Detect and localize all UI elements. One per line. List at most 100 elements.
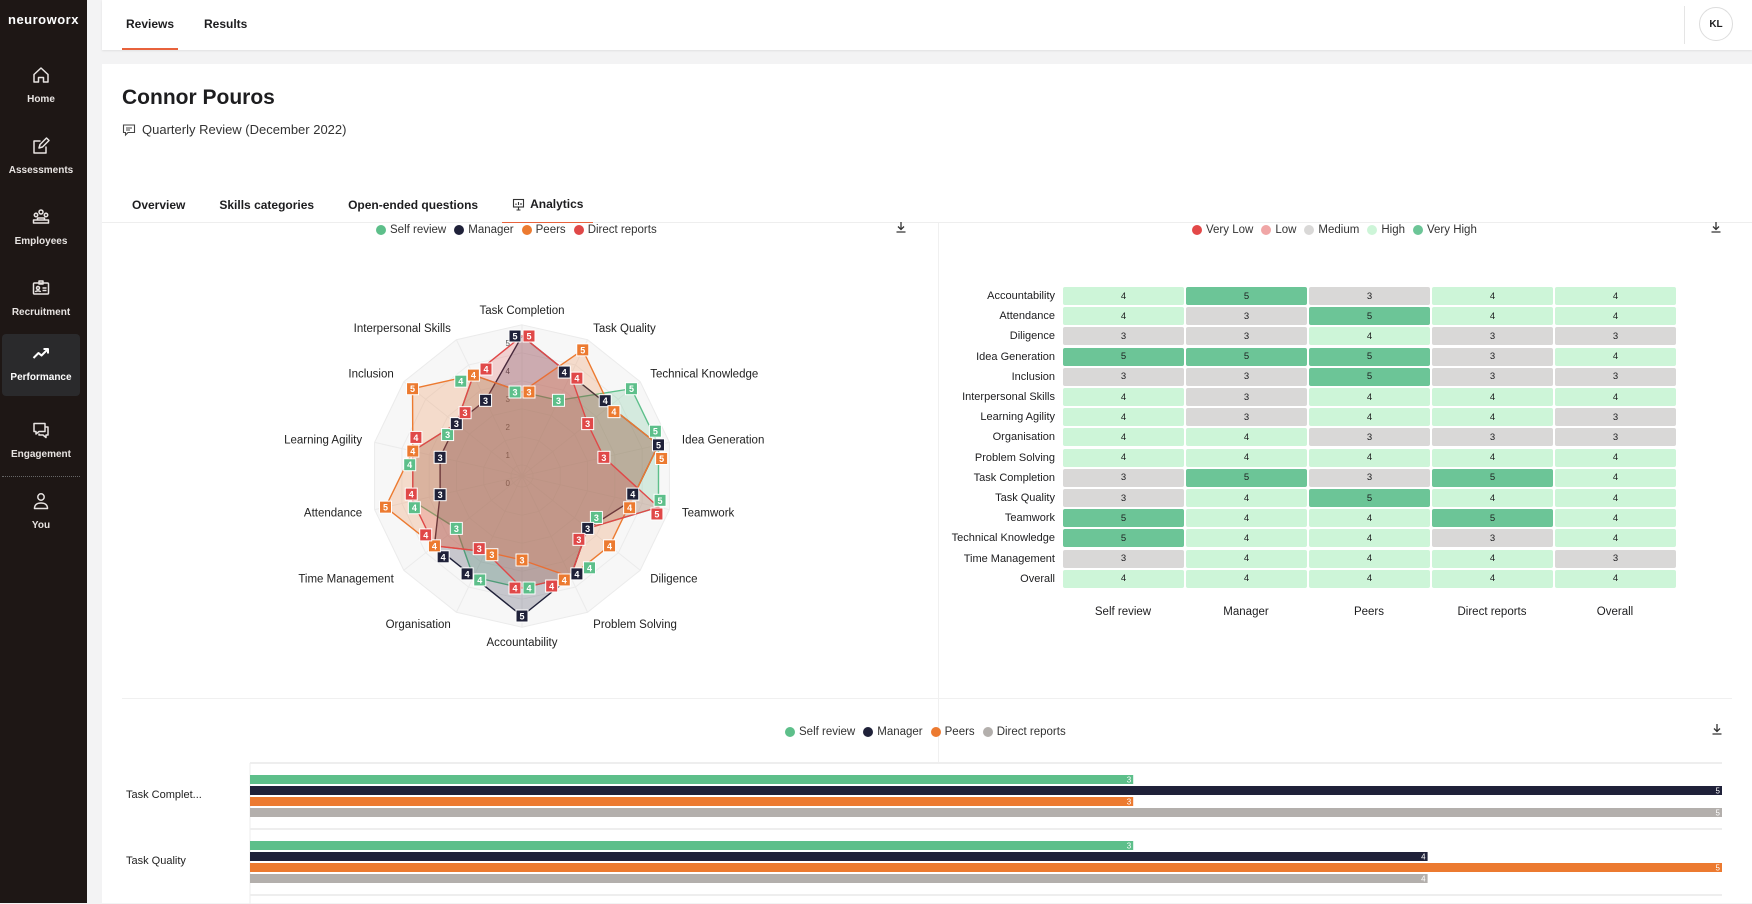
download-icon[interactable] — [894, 220, 908, 234]
tab-results[interactable]: Results — [204, 17, 248, 31]
heatmap-cell[interactable]: 4 — [1063, 287, 1184, 305]
radar-point[interactable]: 4 — [603, 539, 617, 553]
radar-point[interactable]: 4 — [406, 444, 420, 458]
bar[interactable] — [250, 841, 1134, 850]
radar-point[interactable]: 4 — [404, 487, 418, 501]
radar-point[interactable]: 5 — [406, 382, 420, 396]
radar-point[interactable]: 3 — [589, 510, 603, 524]
tab-open-ended-questions[interactable]: Open-ended questions — [338, 186, 488, 223]
heatmap-cell[interactable]: 4 — [1063, 388, 1184, 406]
heatmap-cell[interactable]: 4 — [1555, 489, 1676, 507]
radar-point[interactable]: 3 — [581, 417, 595, 431]
radar-point[interactable]: 4 — [479, 362, 493, 376]
heatmap-cell[interactable]: 4 — [1309, 448, 1430, 467]
heatmap-cell[interactable]: 3 — [1309, 287, 1430, 305]
heatmap-cell[interactable]: 3 — [1555, 549, 1676, 568]
radar-point[interactable]: 4 — [466, 368, 480, 382]
radar-point[interactable]: 5 — [624, 382, 638, 396]
heatmap-cell[interactable]: 4 — [1555, 509, 1676, 528]
heatmap-cell[interactable]: 5 — [1186, 287, 1307, 305]
heatmap-cell[interactable]: 4 — [1432, 287, 1553, 305]
heatmap-cell[interactable]: 4 — [1309, 388, 1430, 406]
radar-point[interactable]: 3 — [551, 393, 565, 407]
heatmap-cell[interactable]: 3 — [1309, 428, 1430, 447]
heatmap-cell[interactable]: 5 — [1309, 367, 1430, 386]
heatmap-cell[interactable]: 3 — [1432, 327, 1553, 346]
tab-overview[interactable]: Overview — [122, 186, 195, 223]
radar-point[interactable]: 4 — [403, 458, 417, 472]
tab-reviews[interactable]: Reviews — [121, 17, 179, 50]
legend-item[interactable]: Very Low — [1192, 224, 1253, 236]
heatmap-cell[interactable]: 4 — [1186, 489, 1307, 507]
heatmap-cell[interactable]: 4 — [1432, 448, 1553, 467]
radar-point[interactable]: 4 — [508, 581, 522, 595]
heatmap-cell[interactable]: 4 — [1186, 569, 1307, 588]
heatmap-cell[interactable]: 4 — [1555, 468, 1676, 487]
heatmap-cell[interactable]: 5 — [1186, 468, 1307, 487]
bar[interactable] — [250, 852, 1428, 861]
legend-item[interactable]: High — [1367, 224, 1405, 236]
heatmap-cell[interactable]: 5 — [1309, 489, 1430, 507]
heatmap-cell[interactable]: 4 — [1309, 327, 1430, 346]
radar-point[interactable]: 3 — [479, 393, 493, 407]
download-icon[interactable] — [1710, 722, 1724, 736]
radar-point[interactable]: 3 — [472, 542, 486, 556]
heatmap-cell[interactable]: 4 — [1432, 388, 1553, 406]
legend-item[interactable]: Low — [1261, 224, 1296, 236]
heatmap-cell[interactable]: 4 — [1309, 529, 1430, 548]
legend-item[interactable]: Self review — [376, 224, 446, 236]
heatmap-cell[interactable]: 4 — [1555, 307, 1676, 326]
heatmap-cell[interactable]: 4 — [1432, 408, 1553, 427]
sidebar-item-recruitment[interactable]: Recruitment — [2, 269, 80, 331]
radar-point[interactable]: 5 — [651, 438, 665, 452]
heatmap-cell[interactable]: 5 — [1186, 347, 1307, 366]
heatmap-cell[interactable]: 4 — [1063, 307, 1184, 326]
legend-item[interactable]: Very High — [1412, 224, 1477, 236]
heatmap-cell[interactable]: 4 — [1063, 428, 1184, 447]
heatmap-cell[interactable]: 4 — [1555, 347, 1676, 366]
radar-point[interactable]: 4 — [473, 573, 487, 587]
sidebar-item-performance[interactable]: Performance — [2, 334, 80, 396]
radar-point[interactable]: 3 — [433, 488, 447, 502]
bar[interactable] — [250, 863, 1722, 872]
sidebar-item-assessments[interactable]: Assessments — [2, 127, 80, 189]
radar-point[interactable]: 4 — [454, 374, 468, 388]
heatmap-cell[interactable]: 4 — [1309, 408, 1430, 427]
heatmap-cell[interactable]: 4 — [1555, 569, 1676, 588]
heatmap-cell[interactable]: 4 — [1186, 549, 1307, 568]
heatmap-cell[interactable]: 3 — [1555, 327, 1676, 346]
heatmap-cell[interactable]: 3 — [1186, 327, 1307, 346]
radar-point[interactable]: 5 — [522, 329, 536, 343]
radar-point[interactable]: 4 — [427, 539, 441, 553]
heatmap-cell[interactable]: 3 — [1555, 408, 1676, 427]
heatmap-cell[interactable]: 3 — [1063, 327, 1184, 346]
heatmap-cell[interactable]: 4 — [1063, 569, 1184, 588]
avatar[interactable]: KL — [1699, 7, 1733, 41]
radar-point[interactable]: 3 — [485, 548, 499, 562]
heatmap-cell[interactable]: 4 — [1186, 529, 1307, 548]
radar-point[interactable]: 5 — [653, 493, 667, 507]
radar-point[interactable]: 4 — [419, 528, 433, 542]
bar[interactable] — [250, 874, 1428, 883]
radar-point[interactable]: 4 — [626, 487, 640, 501]
radar-point[interactable]: 4 — [607, 405, 621, 419]
heatmap-cell[interactable]: 3 — [1063, 549, 1184, 568]
heatmap-cell[interactable]: 3 — [1432, 428, 1553, 447]
legend-item[interactable]: Direct reports — [982, 726, 1066, 738]
radar-point[interactable]: 3 — [581, 521, 595, 535]
heatmap-cell[interactable]: 4 — [1555, 287, 1676, 305]
radar-point[interactable]: 5 — [379, 500, 393, 514]
radar-point[interactable]: 4 — [436, 550, 450, 564]
radar-point[interactable]: 3 — [522, 385, 536, 399]
heatmap-cell[interactable]: 4 — [1309, 549, 1430, 568]
radar-point[interactable]: 4 — [407, 501, 421, 515]
heatmap-cell[interactable]: 5 — [1063, 347, 1184, 366]
heatmap-cell[interactable]: 3 — [1063, 367, 1184, 386]
radar-point[interactable]: 4 — [570, 567, 584, 581]
radar-point[interactable]: 4 — [409, 430, 423, 444]
radar-point[interactable]: 5 — [576, 343, 590, 357]
heatmap-cell[interactable]: 5 — [1432, 468, 1553, 487]
radar-point[interactable]: 4 — [583, 561, 597, 575]
heatmap-cell[interactable]: 3 — [1063, 468, 1184, 487]
heatmap-cell[interactable]: 4 — [1555, 529, 1676, 548]
